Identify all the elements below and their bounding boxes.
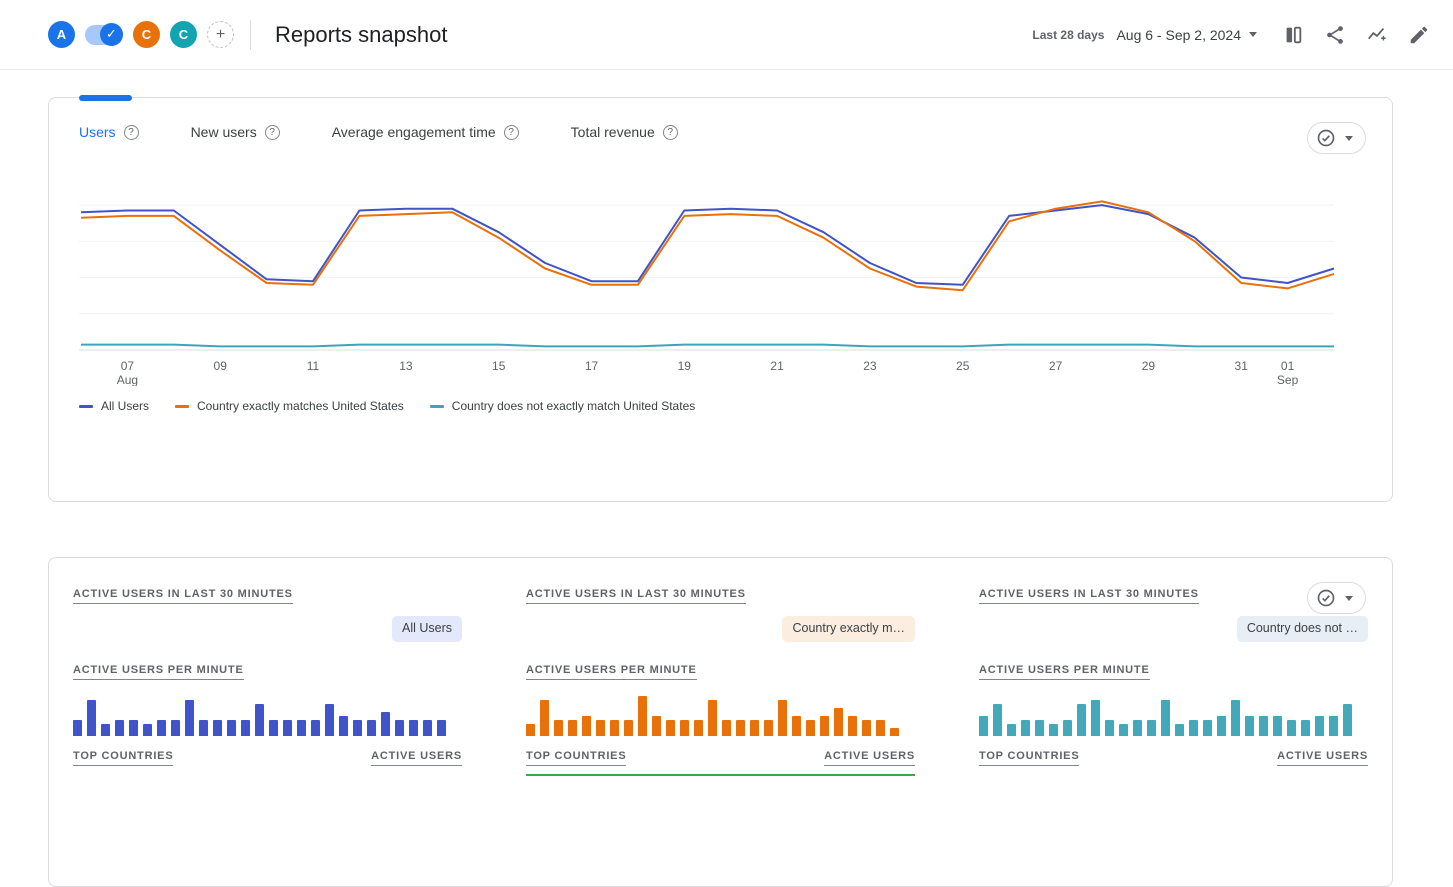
data-quality-dropdown[interactable] <box>1307 582 1366 614</box>
metric-tabs: Users ? New users ? Average engagement t… <box>49 98 1392 146</box>
svg-text:23: 23 <box>863 359 877 373</box>
svg-text:01: 01 <box>1281 359 1295 373</box>
caret-down-icon <box>1345 135 1353 141</box>
active-users-per-minute-heading: ACTIVE USERS PER MINUTE <box>73 664 244 680</box>
help-icon[interactable]: ? <box>264 124 280 140</box>
svg-text:Aug: Aug <box>117 373 138 386</box>
active-users-header: ACTIVE USERS <box>824 750 915 766</box>
chart-legend: All Users Country exactly matches United… <box>49 399 1392 413</box>
comparison-badge: All Users <box>391 616 462 642</box>
svg-text:21: 21 <box>770 359 784 373</box>
tab-new-users[interactable]: New users ? <box>191 124 280 140</box>
help-icon[interactable]: ? <box>503 124 519 140</box>
active-users-per-minute-heading: ACTIVE USERS PER MINUTE <box>526 664 697 680</box>
tab-avg-engagement-time[interactable]: Average engagement time ? <box>332 124 519 140</box>
tab-total-revenue-label: Total revenue <box>570 124 655 140</box>
svg-text:27: 27 <box>1049 359 1063 373</box>
metrics-overview-card: Users ? New users ? Average engagement t… <box>48 95 1393 502</box>
legend-label: Country exactly matches United States <box>197 399 404 413</box>
ab-compare-icon[interactable] <box>1277 19 1309 51</box>
caret-down-icon <box>1249 32 1257 37</box>
active-users-per-minute-heading: ACTIVE USERS PER MINUTE <box>979 664 1150 680</box>
top-countries-table-header: TOP COUNTRIES ACTIVE USERS <box>73 750 462 774</box>
add-comparison-button[interactable]: + <box>207 21 234 48</box>
svg-text:Sep: Sep <box>1277 373 1299 386</box>
svg-text:19: 19 <box>678 359 692 373</box>
share-icon[interactable] <box>1319 19 1351 51</box>
top-countries-header: TOP COUNTRIES <box>979 750 1080 766</box>
active-tab-indicator <box>79 95 132 101</box>
users-trend-chart[interactable]: 07 Aug 09 11 13 15 17 19 21 23 25 27 29 31 01 Sep <box>49 146 1392 391</box>
top-countries-table-header: TOP COUNTRIES ACTIVE USERS <box>526 750 915 776</box>
legend-item-country-us: Country exactly matches United States <box>175 399 404 413</box>
help-icon[interactable]: ? <box>662 124 678 140</box>
comparison-badge: Country does not … <box>1236 616 1368 642</box>
legend-label: All Users <box>101 399 150 413</box>
header-actions: Last 28 days Aug 6 - Sep 2, 2024 <box>1032 19 1435 51</box>
page-title: Reports snapshot <box>275 21 448 47</box>
tab-users[interactable]: Users ? <box>79 124 139 140</box>
svg-text:31: 31 <box>1235 359 1249 373</box>
top-countries-header: TOP COUNTRIES <box>73 750 174 766</box>
svg-text:15: 15 <box>492 359 506 373</box>
legend-label: Country does not exactly match United St… <box>451 399 696 413</box>
check-icon: ✓ <box>100 22 123 46</box>
active-users-30min-heading: ACTIVE USERS IN LAST 30 MINUTES <box>979 588 1199 604</box>
caret-down-icon <box>1345 595 1353 601</box>
svg-text:11: 11 <box>307 359 320 373</box>
tab-avg-engagement-time-label: Average engagement time <box>331 124 496 140</box>
date-range-picker[interactable]: Aug 6 - Sep 2, 2024 <box>1112 21 1261 49</box>
edit-icon[interactable] <box>1403 19 1435 51</box>
app-header: A ✓ C C + Reports snapshot Last 28 days … <box>0 0 1453 70</box>
comparison-chip-country-us[interactable]: C <box>133 21 160 48</box>
svg-text:13: 13 <box>399 359 413 373</box>
per-minute-bar-chart[interactable] <box>73 692 462 736</box>
top-countries-table-header: TOP COUNTRIES ACTIVE USERS <box>979 750 1368 774</box>
date-range-label: Last 28 days <box>1032 27 1105 42</box>
realtime-panel-country-us: ACTIVE USERS IN LAST 30 MINUTES Country … <box>526 584 915 776</box>
header-divider <box>250 19 251 50</box>
realtime-panel-country-not-us: ACTIVE USERS IN LAST 30 MINUTES Country … <box>979 584 1368 776</box>
insights-icon[interactable] <box>1361 19 1393 51</box>
comparison-chips: A ✓ C C + <box>48 21 234 48</box>
comparison-chip-all-users[interactable]: A <box>48 21 75 48</box>
legend-item-country-not-us: Country does not exactly match United St… <box>429 399 696 413</box>
check-circle-icon <box>1317 589 1335 607</box>
active-users-header: ACTIVE USERS <box>1277 750 1368 766</box>
data-quality-dropdown[interactable] <box>1307 122 1366 154</box>
help-icon[interactable]: ? <box>123 124 139 140</box>
legend-swatch <box>79 404 93 408</box>
comparison-badge: Country exactly m… <box>782 616 915 642</box>
svg-text:07: 07 <box>121 359 135 373</box>
realtime-card: ACTIVE USERS IN LAST 30 MINUTES All User… <box>48 557 1393 887</box>
check-circle-icon <box>1317 129 1335 147</box>
top-countries-header: TOP COUNTRIES <box>526 750 627 766</box>
svg-text:09: 09 <box>214 359 228 373</box>
realtime-panel-all-users: ACTIVE USERS IN LAST 30 MINUTES All User… <box>73 584 462 776</box>
legend-item-all-users: All Users <box>79 399 149 413</box>
svg-text:17: 17 <box>585 359 599 373</box>
legend-swatch <box>175 404 190 408</box>
tab-users-label: Users <box>79 124 116 140</box>
comparison-chip-country-not-us[interactable]: C <box>170 21 197 48</box>
svg-text:29: 29 <box>1142 359 1156 373</box>
date-range-value: Aug 6 - Sep 2, 2024 <box>1116 26 1241 43</box>
per-minute-bar-chart[interactable] <box>526 692 915 736</box>
tab-total-revenue[interactable]: Total revenue ? <box>571 124 678 140</box>
active-users-30min-heading: ACTIVE USERS IN LAST 30 MINUTES <box>526 588 746 604</box>
per-minute-bar-chart[interactable] <box>979 692 1368 736</box>
tab-new-users-label: New users <box>190 124 257 140</box>
legend-swatch <box>429 404 444 408</box>
comparison-toggle[interactable]: ✓ <box>85 22 123 46</box>
active-users-header: ACTIVE USERS <box>371 750 462 766</box>
header-icon-bar <box>1277 19 1435 51</box>
active-users-30min-heading: ACTIVE USERS IN LAST 30 MINUTES <box>73 588 293 604</box>
svg-text:25: 25 <box>956 359 970 373</box>
